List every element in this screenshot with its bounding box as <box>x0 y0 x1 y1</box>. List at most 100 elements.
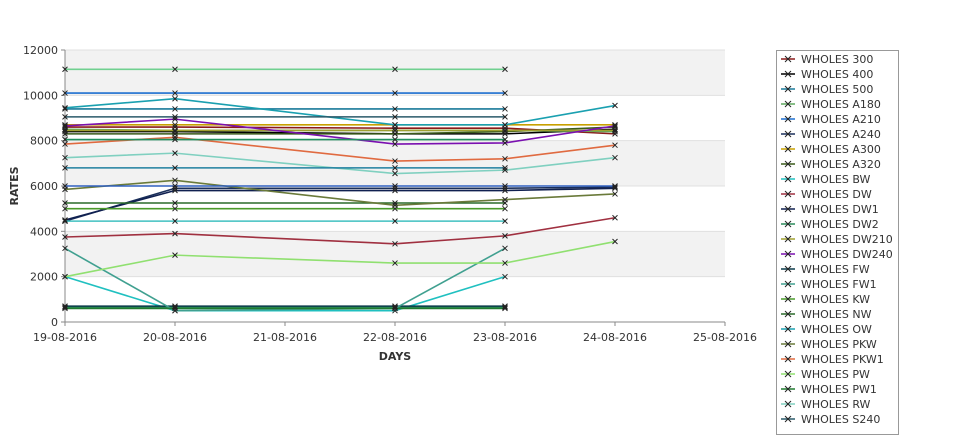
data-point <box>612 127 618 134</box>
grid-band <box>65 50 725 96</box>
legend-item: WHOLES KW <box>777 292 898 307</box>
data-point <box>392 303 398 309</box>
data-point <box>502 304 508 311</box>
data-point <box>502 66 508 73</box>
data-point <box>502 167 508 173</box>
data-point <box>392 202 398 209</box>
legend-label: WHOLES OW <box>801 323 872 336</box>
data-point <box>502 273 508 280</box>
data-point <box>392 183 398 189</box>
legend-item: WHOLES S240 <box>777 412 898 427</box>
data-point <box>392 165 398 171</box>
data-point <box>172 307 178 314</box>
data-point <box>612 184 618 190</box>
data-point <box>502 114 508 120</box>
legend-marker-icon <box>781 400 795 408</box>
x-tick-label: 20-08-2016 <box>143 331 207 344</box>
legend-item: WHOLES A180 <box>777 97 898 112</box>
legend-item: WHOLES DW210 <box>777 232 898 247</box>
y-tick-label: 0 <box>51 316 58 329</box>
data-point <box>502 136 508 143</box>
data-point <box>392 66 398 73</box>
data-point <box>62 128 68 135</box>
data-point <box>62 136 68 143</box>
data-point <box>62 273 68 280</box>
data-point <box>502 183 508 189</box>
data-point <box>612 185 618 192</box>
data-point <box>392 304 398 311</box>
y-tick-label: 4000 <box>30 225 58 238</box>
legend-label: WHOLES A180 <box>801 98 881 111</box>
data-point <box>62 205 68 212</box>
legend-marker-icon <box>781 190 795 198</box>
legend-label: WHOLES 400 <box>801 68 874 81</box>
grid-band <box>65 231 725 277</box>
legend-marker-icon <box>781 355 795 363</box>
data-point <box>62 218 68 224</box>
data-point <box>392 90 398 96</box>
data-point <box>172 95 178 102</box>
legend-label: WHOLES 500 <box>801 83 874 96</box>
data-point <box>392 170 398 177</box>
x-tick-label: 23-08-2016 <box>473 331 537 344</box>
legend-item: WHOLES FW1 <box>777 277 898 292</box>
data-point <box>62 303 68 309</box>
legend-marker-icon <box>781 220 795 228</box>
data-point <box>172 218 178 224</box>
data-point <box>172 187 178 194</box>
data-point <box>502 260 508 266</box>
legend-label: WHOLES DW2 <box>801 218 879 231</box>
legend-marker-icon <box>781 70 795 78</box>
data-point <box>502 185 508 192</box>
legend-marker-icon <box>781 385 795 393</box>
legend-marker-icon <box>781 265 795 273</box>
legend-marker-icon <box>781 130 795 138</box>
data-point <box>612 128 618 135</box>
legend-item: WHOLES OW <box>777 322 898 337</box>
legend-label: WHOLES DW <box>801 188 872 201</box>
data-point <box>612 214 618 221</box>
legend-marker-icon <box>781 340 795 348</box>
legend-marker-icon <box>781 145 795 153</box>
y-axis-title: RATES <box>8 166 21 205</box>
legend-marker-icon <box>781 295 795 303</box>
data-point <box>172 114 178 120</box>
legend-label: WHOLES A240 <box>801 128 881 141</box>
data-point <box>62 200 68 206</box>
data-point <box>172 183 178 189</box>
data-point <box>392 185 398 192</box>
data-point <box>502 106 508 112</box>
legend-marker-icon <box>781 250 795 258</box>
data-point <box>502 165 508 171</box>
data-point <box>172 106 178 112</box>
data-point <box>392 141 398 147</box>
data-point <box>392 218 398 224</box>
data-point <box>62 183 68 189</box>
data-point <box>392 121 398 128</box>
legend-item: WHOLES DW1 <box>777 202 898 217</box>
data-point <box>172 150 178 156</box>
legend-label: WHOLES PKW <box>801 338 877 351</box>
series-markers <box>62 66 618 314</box>
y-tick-label: 2000 <box>30 271 58 284</box>
grid-band <box>65 276 725 322</box>
legend-label: WHOLES PW <box>801 368 870 381</box>
data-point <box>62 245 68 252</box>
legend-marker-icon <box>781 415 795 423</box>
data-point <box>62 114 68 120</box>
legend-label: WHOLES FW1 <box>801 278 877 291</box>
data-point <box>502 218 508 224</box>
data-point <box>62 234 68 240</box>
x-tick-label: 25-08-2016 <box>693 331 757 344</box>
data-point <box>62 104 68 111</box>
data-point <box>502 187 508 194</box>
data-point <box>392 114 398 120</box>
data-point <box>62 127 68 134</box>
data-point <box>172 134 178 141</box>
data-point <box>172 185 178 192</box>
data-point <box>392 187 398 194</box>
legend-label: WHOLES NW <box>801 308 872 321</box>
legend-item: WHOLES A320 <box>777 157 898 172</box>
data-point <box>172 90 178 96</box>
